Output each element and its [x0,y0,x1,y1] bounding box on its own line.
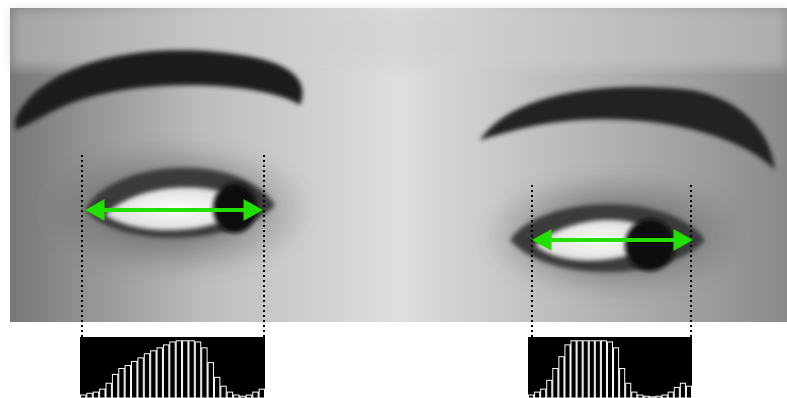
histogram-bar [138,358,143,398]
histogram-bar [620,369,625,398]
histogram-bar [87,393,92,398]
histogram-bar [183,341,188,398]
histogram-bar [614,348,619,398]
histogram-bar [195,342,200,398]
histogram-bar [541,389,546,398]
face-photo [10,8,787,322]
histogram-bar [626,383,631,398]
histogram-bar [227,392,232,398]
histogram-bar [577,341,582,398]
histogram-bar [589,341,594,398]
histogram-bar [559,357,564,398]
histogram-bar [221,386,226,398]
histogram-bar [535,392,540,398]
histogram-bar [93,392,98,398]
histogram-bar [208,363,213,398]
histogram-bar [253,392,258,398]
histogram-bar [176,341,181,398]
histogram-bar [601,341,606,398]
histogram-bar [259,389,264,398]
histogram-bar [686,386,691,398]
histogram-bar [202,348,207,398]
histogram-bar [157,348,162,398]
histogram-bar [547,380,552,398]
histogram-bar [674,387,679,398]
histogram-bar [125,366,130,398]
histogram-bar [112,374,117,398]
histogram-bar [680,383,685,398]
histogram-bar [100,389,105,398]
histogram-bar [668,392,673,398]
histogram-bar [553,369,558,398]
histogram-bar [163,345,168,398]
histogram-bar [632,392,637,398]
histogram-bar [106,383,111,398]
figure [0,0,787,398]
histogram-bar [170,342,175,398]
histogram-bar [189,341,194,398]
histogram-bar [607,342,612,398]
histogram-bar [565,345,570,398]
histogram-bar [144,354,149,398]
histogram-bar [132,361,137,398]
histogram-bar [571,341,576,398]
histogram-bar [119,369,124,398]
histogram-bar [151,351,156,398]
histogram-bar [583,341,588,398]
histogram-bar [595,341,600,398]
histogram-bar [214,377,219,398]
